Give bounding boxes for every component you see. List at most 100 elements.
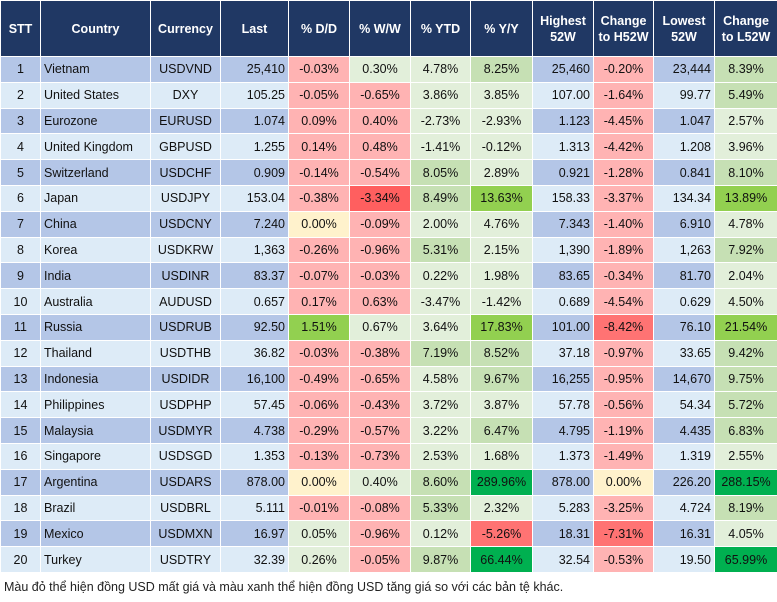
cell-currency: USDMYR — [150, 417, 221, 444]
cell-stt: 6 — [0, 184, 41, 212]
cell-last: 878.00 — [220, 468, 289, 496]
cell-change-l52w: 6.83% — [714, 417, 777, 444]
cell-country: Philippines — [40, 391, 151, 419]
cell-highest-52w: 1.123 — [532, 107, 594, 135]
cell-ytd: -3.47% — [410, 288, 471, 315]
cell-change-l52w: 4.78% — [714, 210, 777, 238]
cell-currency: USDTHB — [150, 339, 221, 367]
cell-highest-52w: 57.78 — [532, 391, 594, 419]
cell-change-l52w: 288.15% — [714, 468, 777, 496]
cell-currency: USDCHF — [150, 159, 221, 186]
cell-lowest-52w: 76.10 — [653, 313, 715, 341]
cell-country: United Kingdom — [40, 133, 151, 161]
cell-dd: 0.26% — [288, 546, 350, 573]
cell-highest-52w: 37.18 — [532, 339, 594, 367]
cell-currency: USDRUB — [150, 313, 221, 341]
cell-last: 1,363 — [220, 236, 289, 264]
cell-country: Malaysia — [40, 417, 151, 444]
currency-table: STT Country Currency Last % D/D % W/W % … — [0, 0, 777, 573]
cell-change-l52w: 5.49% — [714, 81, 777, 109]
cell-ww: -0.65% — [349, 81, 411, 109]
cell-highest-52w: 1.373 — [532, 442, 594, 470]
cell-change-l52w: 5.72% — [714, 391, 777, 419]
cell-last: 1.255 — [220, 133, 289, 161]
cell-change-h52w: -4.42% — [593, 133, 654, 161]
table-row: 7 China USDCNY 7.240 0.00% -0.09% 2.00% 4.76% 7.… — [0, 210, 777, 238]
table-row: 14 Philippines USDPHP 57.45 -0.06% -0.43% 3.72… — [0, 391, 777, 419]
cell-last: 83.37 — [220, 262, 289, 290]
cell-stt: 12 — [0, 339, 41, 367]
cell-country: Brazil — [40, 494, 151, 522]
cell-currency: USDBRL — [150, 494, 221, 522]
header-yy: % Y/Y — [470, 0, 533, 57]
cell-yy: 2.15% — [470, 236, 533, 264]
cell-highest-52w: 158.33 — [532, 184, 594, 212]
cell-change-h52w: -4.45% — [593, 107, 654, 135]
cell-stt: 4 — [0, 133, 41, 161]
cell-yy: -0.12% — [470, 133, 533, 161]
cell-country: Australia — [40, 288, 151, 315]
cell-dd: -0.03% — [288, 339, 350, 367]
cell-change-l52w: 2.55% — [714, 442, 777, 470]
cell-change-h52w: -1.49% — [593, 442, 654, 470]
table-row: 2 United States DXY 105.25 -0.05% -0.65% 3.86%… — [0, 81, 777, 109]
cell-dd: 0.14% — [288, 133, 350, 161]
cell-yy: 6.47% — [470, 417, 533, 444]
cell-dd: 1.51% — [288, 313, 350, 341]
cell-dd: 0.05% — [288, 520, 350, 548]
cell-lowest-52w: 54.34 — [653, 391, 715, 419]
cell-highest-52w: 4.795 — [532, 417, 594, 444]
cell-yy: -2.93% — [470, 107, 533, 135]
header-ytd: % YTD — [410, 0, 471, 57]
cell-highest-52w: 1,390 — [532, 236, 594, 264]
header-row: STT Country Currency Last % D/D % W/W % … — [0, 0, 777, 57]
cell-currency: EURUSD — [150, 107, 221, 135]
cell-yy: 13.63% — [470, 184, 533, 212]
cell-dd: 0.17% — [288, 288, 350, 315]
cell-ytd: 2.00% — [410, 210, 471, 238]
cell-change-h52w: -3.25% — [593, 494, 654, 522]
cell-country: Japan — [40, 184, 151, 212]
cell-yy: -1.42% — [470, 288, 533, 315]
header-dd: % D/D — [288, 0, 350, 57]
cell-change-h52w: -1.64% — [593, 81, 654, 109]
cell-change-l52w: 8.39% — [714, 56, 777, 83]
cell-currency: USDKRW — [150, 236, 221, 264]
cell-ww: -0.73% — [349, 442, 411, 470]
cell-lowest-52w: 1.319 — [653, 442, 715, 470]
cell-change-h52w: -0.97% — [593, 339, 654, 367]
cell-change-l52w: 65.99% — [714, 546, 777, 573]
cell-lowest-52w: 16.31 — [653, 520, 715, 548]
cell-last: 92.50 — [220, 313, 289, 341]
cell-currency: GBPUSD — [150, 133, 221, 161]
cell-change-l52w: 9.75% — [714, 365, 777, 393]
cell-country: Korea — [40, 236, 151, 264]
cell-country: Thailand — [40, 339, 151, 367]
cell-stt: 10 — [0, 288, 41, 315]
cell-ytd: 3.64% — [410, 313, 471, 341]
cell-change-l52w: 8.19% — [714, 494, 777, 522]
cell-country: China — [40, 210, 151, 238]
cell-lowest-52w: 23,444 — [653, 56, 715, 83]
cell-highest-52w: 32.54 — [532, 546, 594, 573]
cell-stt: 7 — [0, 210, 41, 238]
cell-last: 16.97 — [220, 520, 289, 548]
cell-change-h52w: -1.40% — [593, 210, 654, 238]
table-row: 4 United Kingdom GBPUSD 1.255 0.14% 0.48% -1.4… — [0, 133, 777, 161]
cell-yy: 1.98% — [470, 262, 533, 290]
cell-currency: AUDUSD — [150, 288, 221, 315]
cell-ww: -0.57% — [349, 417, 411, 444]
cell-highest-52w: 25,460 — [532, 56, 594, 83]
header-last: Last — [220, 0, 289, 57]
header-highest-52w: Highest 52W — [532, 0, 594, 57]
cell-currency: USDMXN — [150, 520, 221, 548]
cell-country: Switzerland — [40, 159, 151, 186]
cell-dd: 0.00% — [288, 210, 350, 238]
cell-last: 105.25 — [220, 81, 289, 109]
cell-highest-52w: 83.65 — [532, 262, 594, 290]
cell-yy: 8.52% — [470, 339, 533, 367]
cell-currency: USDINR — [150, 262, 221, 290]
cell-ytd: 5.33% — [410, 494, 471, 522]
cell-dd: -0.07% — [288, 262, 350, 290]
cell-last: 32.39 — [220, 546, 289, 573]
